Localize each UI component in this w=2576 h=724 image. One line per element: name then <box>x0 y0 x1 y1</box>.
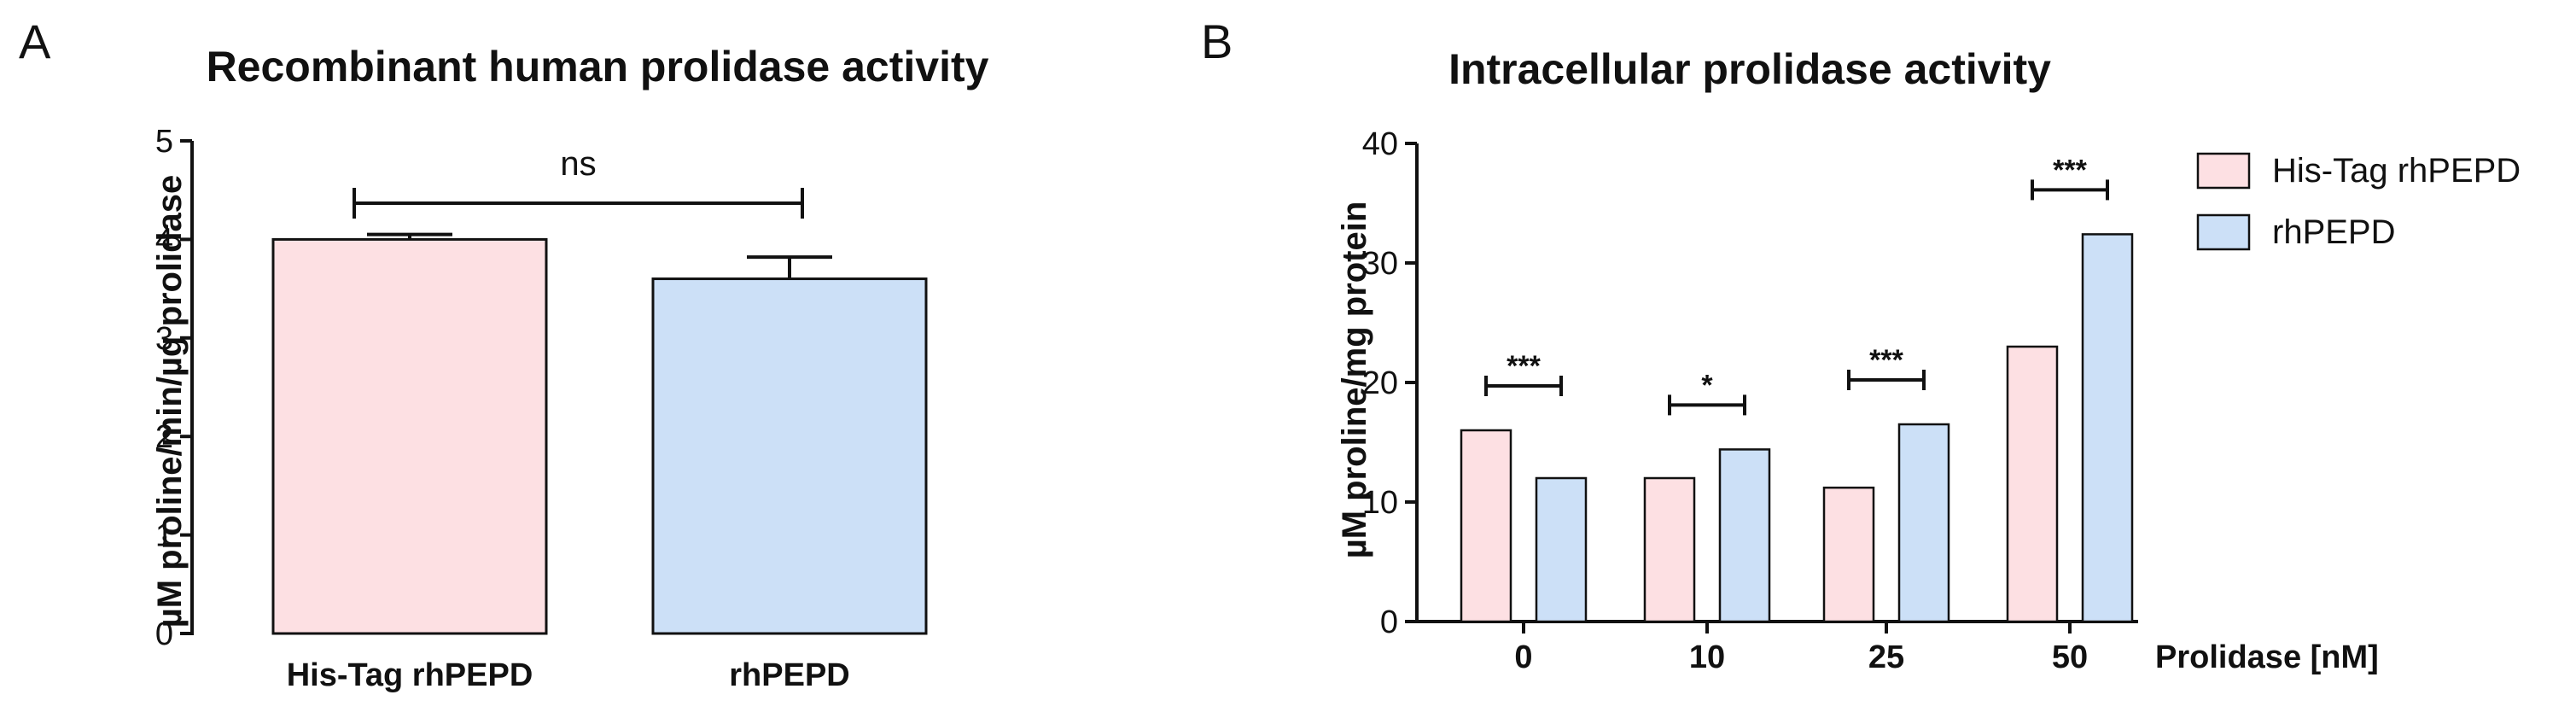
panel-b-y-axis-label: µM proline/mg protein <box>1336 201 1373 559</box>
panel-b-bar <box>1460 429 1512 623</box>
panel-a-y-axis-label: µM proline/min/µg prolidase <box>151 175 189 628</box>
panel-b-x-axis-label: Prolidase [nM] <box>2155 639 2379 675</box>
panel-a-y-tick-label: 2 <box>155 419 173 455</box>
panel-a-category-label: His-Tag rhPEPD <box>287 657 533 693</box>
panel-b-bar <box>1718 448 1771 623</box>
panel-b-y-tick-label: 30 <box>1362 246 1398 282</box>
panel-b-legend-swatch <box>2196 152 2251 190</box>
panel-b-bar <box>1897 423 1950 623</box>
panel-b-category-label: 25 <box>1868 639 1904 675</box>
panel-a-bar <box>271 237 548 635</box>
panel-b-significance-label: *** <box>2053 154 2087 186</box>
panel-b-category-label: 50 <box>2052 639 2088 675</box>
panel-a-letter: A <box>19 15 51 68</box>
panel-a-y-tick-label: 4 <box>155 222 173 258</box>
panel-a-y-tick-label: 5 <box>155 124 173 160</box>
panel-b-chart: 0 10 20 30 40 0 *** 10 * 25 *** 50 *** <box>1362 126 2138 675</box>
panel-b-y-tick-label: 10 <box>1362 485 1398 521</box>
panel-b-bar <box>1535 476 1588 623</box>
panel-b-significance-label: *** <box>1507 350 1541 382</box>
panel-b-bar <box>2081 233 2134 623</box>
panel-b-category-label: 0 <box>1514 639 1532 675</box>
panel-a-chart: 0 1 2 3 4 5 His-Tag rhPEPD rhPEPD ns <box>155 124 928 693</box>
panel-a-y-tick-label: 1 <box>155 518 173 554</box>
panel-a-category-label: rhPEPD <box>729 657 849 693</box>
panel-a-title: Recombinant human prolidase activity <box>207 43 989 90</box>
panel-b-legend-swatch <box>2196 213 2251 251</box>
panel-b-category-label: 10 <box>1689 639 1725 675</box>
panel-a-significance-label: ns <box>560 145 596 183</box>
panel-b-legend-label: rhPEPD <box>2272 213 2396 251</box>
panel-b-title: Intracellular prolidase activity <box>1448 45 2051 93</box>
panel-b-bar <box>1643 476 1696 623</box>
panel-b-significance-label: * <box>1701 369 1713 401</box>
panel-b-bar <box>1822 486 1875 623</box>
panel-b-y-tick-label: 20 <box>1362 365 1398 401</box>
panel-b-legend-label: His-Tag rhPEPD <box>2272 152 2521 190</box>
panel-a-bar <box>651 277 928 635</box>
panel-a-y-tick-label: 3 <box>155 321 173 357</box>
panel-a-y-tick-label: 0 <box>155 616 173 652</box>
panel-b-letter: B <box>1201 15 1233 68</box>
panel-b-significance-label: *** <box>1869 344 1903 377</box>
panel-b-bar <box>2006 345 2059 623</box>
panel-b-y-tick-label: 0 <box>1380 604 1398 640</box>
panel-b-y-tick-label: 40 <box>1362 126 1398 162</box>
panel-b-legend: His-Tag rhPEPD rhPEPD <box>2196 152 2521 251</box>
